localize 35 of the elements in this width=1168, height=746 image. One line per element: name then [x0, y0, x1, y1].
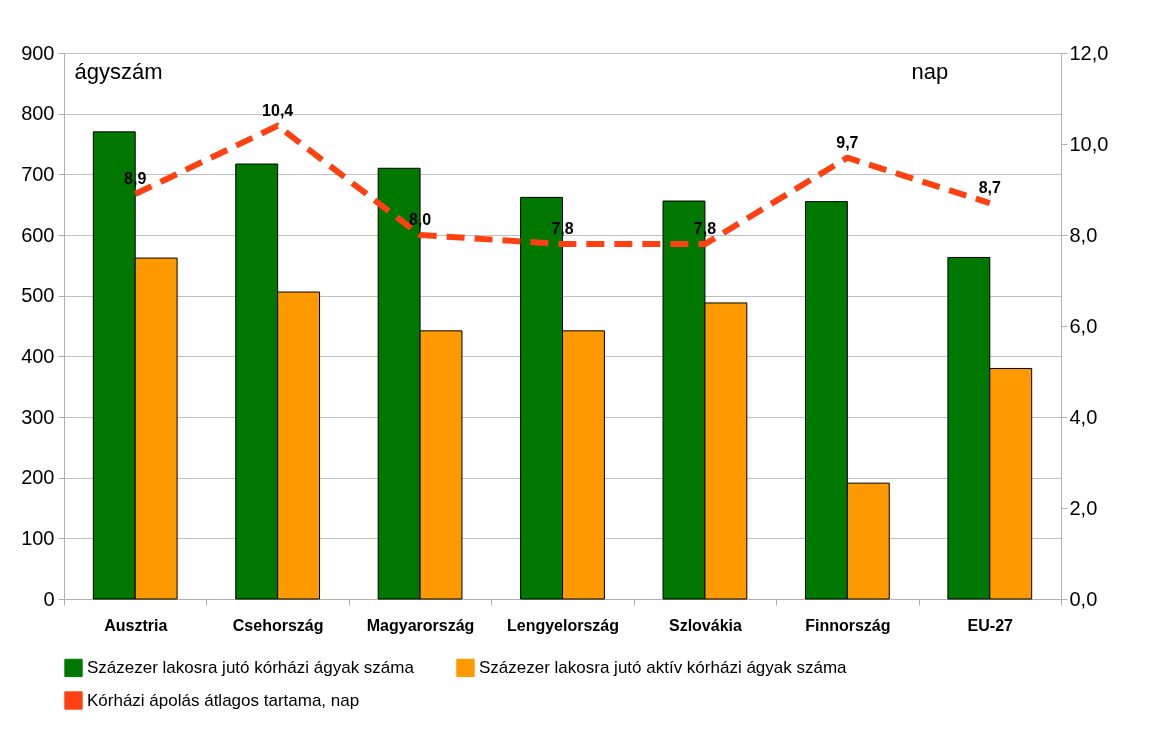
data-label: 7,8 — [551, 220, 574, 238]
data-label: 8,0 — [408, 211, 432, 228]
y-tick-label: 0 — [43, 587, 55, 610]
data-label: 8,7 — [978, 179, 1001, 197]
data-label: 9,7 — [836, 133, 859, 151]
y-tick-label: 400 — [21, 344, 55, 367]
x-tick-label: Csehország — [232, 616, 324, 634]
y2-tick-label: 6,0 — [1069, 314, 1098, 337]
legend-label: Kórházi ápolás átlagos tartama, nap — [87, 690, 360, 710]
y-tick-label: 500 — [21, 284, 55, 307]
y-tick-label: 900 — [21, 41, 55, 64]
x-tick-label: Szlovákia — [668, 616, 742, 634]
y-tick-label: 800 — [21, 102, 55, 125]
y2-tick-label: 4,0 — [1069, 405, 1098, 428]
legend-label: Százezer lakosra jutó kórházi ágyak száma — [87, 657, 415, 677]
y-tick-label: 700 — [21, 162, 55, 185]
x-tick-label: Finnország — [805, 616, 891, 634]
x-tick-label: Lengyelország — [506, 616, 620, 634]
y2-tick-label: 2,0 — [1069, 496, 1098, 519]
y2-tick-label: 12,0 — [1069, 41, 1109, 64]
y-tick-label: 200 — [21, 466, 55, 489]
y2-tick-label: 0,0 — [1069, 587, 1098, 610]
data-label: 10,4 — [262, 101, 294, 119]
y-axis-title: ágyszám — [74, 58, 163, 84]
legend-label: Százezer lakosra jutó aktív kórházi ágyak száma — [479, 657, 848, 677]
data-label: 7,8 — [693, 220, 717, 238]
x-tick-label: Ausztria — [104, 616, 168, 634]
y2-tick-label: 10,0 — [1069, 132, 1109, 155]
x-tick-label: EU-27 — [967, 616, 1014, 634]
y2-axis-title: nap — [911, 58, 949, 84]
y-tick-label: 100 — [21, 526, 55, 549]
y-tick-label: 600 — [21, 223, 55, 246]
x-tick-label: Magyarország — [366, 616, 475, 634]
y-tick-label: 300 — [21, 405, 55, 428]
y2-tick-label: 8,0 — [1069, 223, 1098, 246]
